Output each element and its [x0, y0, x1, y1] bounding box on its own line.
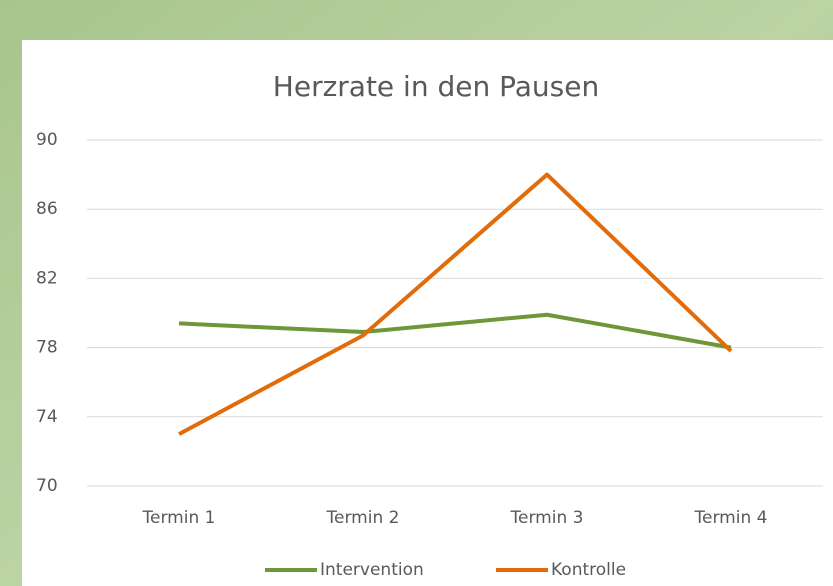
- x-tick-label: Termin 4: [694, 508, 768, 528]
- legend-label: Kontrolle: [551, 560, 626, 580]
- y-tick-label: 82: [36, 268, 58, 288]
- y-tick-label: 70: [36, 476, 58, 496]
- y-tick-label: 78: [36, 338, 58, 358]
- chart-title: Herzrate in den Pausen: [273, 70, 599, 103]
- line-series: [178, 172, 733, 436]
- y-tick-label: 74: [36, 407, 58, 427]
- line-series: [178, 312, 732, 350]
- x-tick-label: Termin 3: [510, 508, 584, 528]
- x-tick-label: Termin 2: [326, 508, 400, 528]
- chart-panel: [22, 40, 833, 586]
- legend-label: Intervention: [320, 560, 424, 580]
- y-tick-label: 86: [36, 199, 58, 219]
- y-tick-label: 90: [36, 130, 58, 150]
- x-tick-label: Termin 1: [142, 508, 216, 528]
